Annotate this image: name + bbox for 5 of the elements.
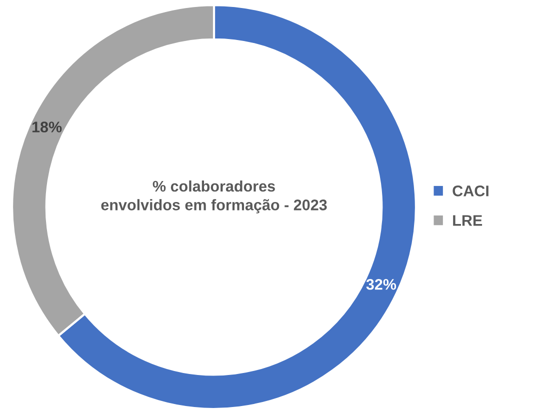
data-label: 32% (366, 278, 396, 290)
text: % colaboradores envolvidos em formação - 2023 (101, 180, 327, 214)
legend-label: LRE (453, 215, 482, 226)
legend-label: CACI (452, 186, 488, 196)
data-label: 18% (32, 122, 62, 132)
